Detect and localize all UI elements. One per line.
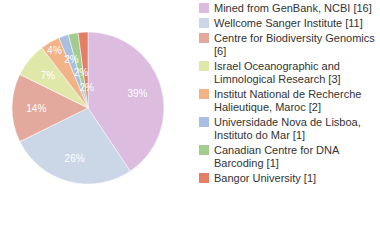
legend-swatch [199, 89, 209, 99]
legend-swatch [199, 18, 209, 28]
legend-label: Israel Oceanographic andLimnological Res… [214, 60, 341, 85]
legend-label: Institut National de RechercheHalieutiqu… [214, 88, 361, 113]
data-label: 2% [74, 67, 89, 78]
legend-line: Israel Oceanographic and [214, 60, 340, 72]
data-label: 2% [79, 82, 94, 93]
legend-label: Centre for Biodiversity Genomics[6] [214, 32, 375, 57]
legend-line: Limnological Research [3] [214, 73, 341, 85]
data-label: 7% [41, 70, 56, 81]
chart: 39%26%14%7%4%2%2%2%Mined from GenBank, N… [0, 0, 380, 240]
legend-line: Centre for Biodiversity Genomics [214, 32, 375, 44]
legend-line: Mined from GenBank, NCBI [16] [214, 2, 372, 14]
legend-swatch [199, 145, 209, 155]
legend-label: Universidade Nova de Lisboa,Instituto do… [214, 116, 361, 141]
data-label: 39% [127, 88, 147, 99]
data-labels: 39%26%14%7%4%2%2%2% [26, 45, 147, 164]
legend-line: Institut National de Recherche [214, 88, 361, 100]
data-label: 26% [65, 153, 85, 164]
data-label: 2% [64, 54, 79, 65]
legend-line: Wellcome Sanger Institute [11] [214, 17, 363, 29]
legend-line: [6] [214, 45, 226, 57]
legend-line: Barcoding [1] [214, 157, 279, 169]
legend-swatch [199, 61, 209, 71]
legend-line: Universidade Nova de Lisboa, [214, 116, 361, 128]
legend-label: Mined from GenBank, NCBI [16] [214, 2, 372, 14]
legend-line: Instituto do Mar [1] [214, 129, 305, 141]
pie-slice [68, 33, 88, 108]
legend-swatch [199, 117, 209, 127]
legend-label: Bangor University [1] [214, 172, 316, 184]
legend-label: Canadian Centre for DNABarcoding [1] [214, 144, 340, 169]
legend-swatch [199, 3, 209, 13]
legend-swatch [199, 33, 209, 43]
data-label: 14% [26, 103, 46, 114]
legend-line: Bangor University [1] [214, 172, 316, 184]
legend-swatch [199, 173, 209, 183]
pie [12, 32, 164, 184]
legend-line: Halieutique, Maroc [2] [214, 101, 321, 113]
legend: Mined from GenBank, NCBI [16] Wellcome Sa… [199, 2, 375, 184]
data-label: 4% [47, 45, 62, 56]
legend-line: Canadian Centre for DNA [214, 144, 340, 156]
legend-label: Wellcome Sanger Institute [11] [214, 17, 363, 29]
